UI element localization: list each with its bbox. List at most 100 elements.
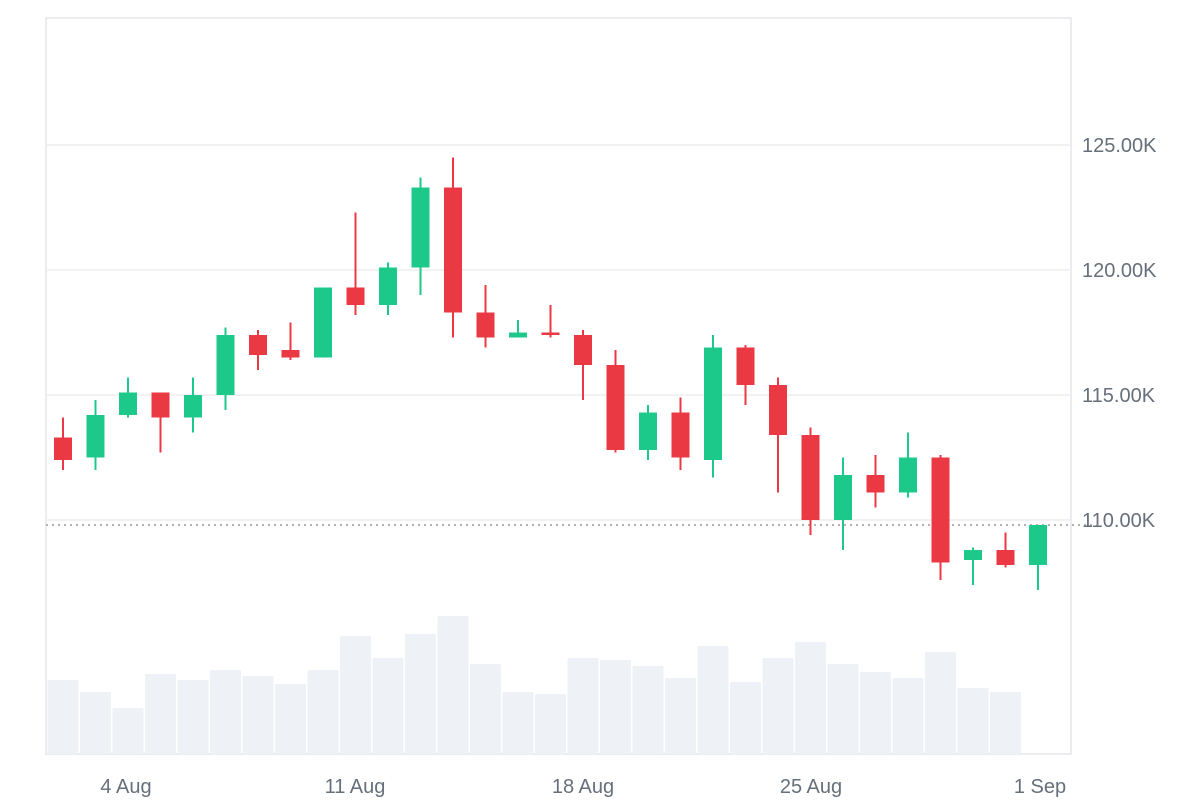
candle-body (151, 392, 170, 418)
candle-down (671, 397, 690, 470)
candle-body (119, 392, 137, 415)
candle-body (704, 347, 722, 460)
volume-bar (860, 672, 891, 754)
candle-body (736, 347, 755, 385)
x-tick-label: 25 Aug (780, 776, 842, 798)
volume-bar (730, 682, 761, 754)
volume-bar (307, 670, 339, 754)
candle-down (769, 377, 787, 493)
y-tick-label: 125.00K (1082, 135, 1157, 157)
volume-bar (762, 658, 794, 754)
plot-frame (45, 17, 1072, 755)
candle-body (834, 475, 852, 520)
volume-bar (697, 646, 729, 754)
volume-bar (340, 636, 371, 754)
candle-body (606, 365, 625, 450)
volume-bar (795, 642, 826, 754)
candle-up (86, 400, 105, 470)
candle-down (931, 455, 950, 580)
candle-body (639, 412, 657, 450)
volume-bar (47, 680, 79, 754)
candle-up (184, 377, 202, 433)
candle-up (899, 432, 917, 498)
x-tick-label: 1 Sep (1014, 776, 1066, 798)
volume-bar (80, 692, 111, 754)
x-tick-label: 11 Aug (325, 776, 386, 798)
candle-body (216, 335, 235, 395)
candle-body (411, 187, 430, 268)
volume-bar (112, 708, 144, 754)
candle-body (476, 312, 495, 338)
candle-body (1029, 525, 1047, 565)
candle-down (866, 455, 885, 508)
candle-up (509, 320, 527, 338)
candle-down (801, 427, 820, 535)
candle-body (444, 187, 462, 313)
candle-body (509, 332, 527, 338)
volume-bar (372, 658, 404, 754)
volume-bar (470, 664, 501, 754)
candle-down (151, 392, 170, 453)
volume-bar (892, 678, 924, 754)
x-tick-label: 4 Aug (100, 776, 151, 798)
candle-body (574, 335, 592, 365)
candle-down (444, 157, 462, 338)
volume-bar (210, 670, 241, 754)
candle-up (314, 287, 332, 358)
candle-body (184, 395, 202, 418)
candle-down (606, 350, 625, 453)
volume-bar (437, 616, 469, 754)
candle-down (541, 305, 560, 338)
candle-body (281, 350, 300, 358)
candle-up (119, 377, 137, 418)
candles (54, 157, 1047, 590)
candle-body (379, 267, 397, 305)
candle-body (54, 437, 72, 460)
volume-bar (177, 680, 209, 754)
volume-bar (600, 660, 631, 754)
volume-bar (990, 692, 1021, 754)
volume-bar (665, 678, 696, 754)
candle-body (346, 287, 365, 305)
volume-bar (925, 652, 956, 754)
candle-body (801, 435, 820, 520)
volume-bar (827, 664, 859, 754)
candle-body (314, 287, 332, 358)
volume-bar (405, 634, 436, 754)
volume-bar (632, 666, 664, 754)
y-tick-label: 115.00K (1082, 385, 1156, 407)
candle-down (996, 532, 1015, 568)
candle-body (769, 385, 787, 435)
candle-up (639, 405, 657, 460)
candle-up (834, 457, 852, 550)
candle-body (541, 332, 560, 335)
y-tick-label: 120.00K (1082, 260, 1157, 282)
volume-bar (242, 676, 274, 754)
volume-bar (275, 684, 306, 754)
candle-body (866, 475, 885, 493)
candle-down (54, 417, 72, 470)
candle-body (671, 412, 690, 458)
candle-up (216, 327, 235, 410)
volume-bar (567, 658, 599, 754)
candle-down (346, 212, 365, 315)
volume-bar (535, 694, 566, 754)
candle-up (964, 547, 982, 585)
candle-down (574, 330, 592, 400)
volume-bar (145, 674, 176, 754)
candle-up (1029, 525, 1047, 590)
candle-body (899, 457, 917, 493)
candle-body (86, 415, 105, 458)
candle-up (379, 262, 397, 315)
candle-body (996, 550, 1015, 565)
candle-down (736, 345, 755, 405)
volume-bar (957, 688, 989, 754)
candle-body (249, 335, 267, 355)
volume-bar (502, 692, 534, 754)
candle-down (476, 285, 495, 348)
candle-body (931, 457, 950, 563)
candle-down (281, 322, 300, 360)
candle-up (704, 335, 722, 478)
